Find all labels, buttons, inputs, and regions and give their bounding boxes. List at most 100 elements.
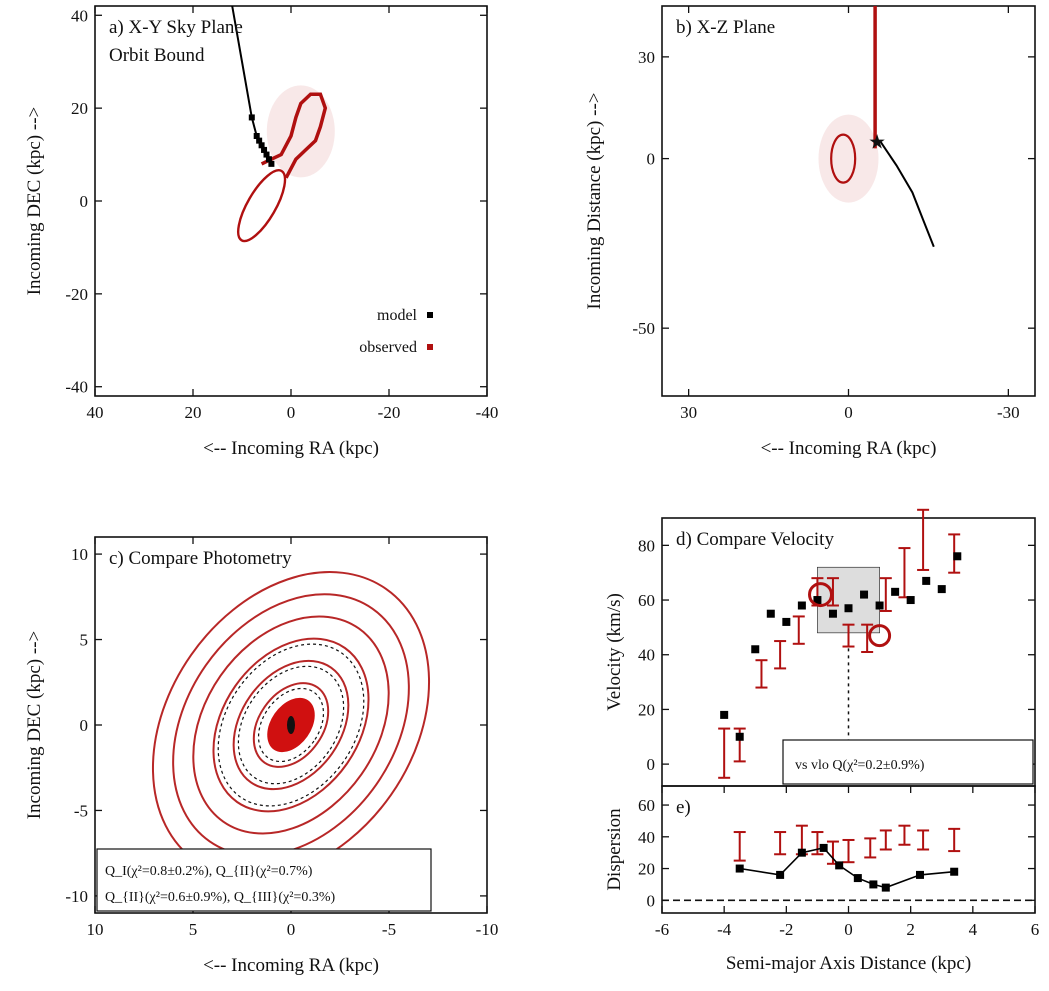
model-point <box>835 861 844 870</box>
y-tick-label: 10 <box>71 545 88 564</box>
model-point <box>720 710 729 719</box>
model-hatch <box>817 566 880 634</box>
y-tick-label: 0 <box>80 716 89 735</box>
y-tick-label: 40 <box>638 646 655 665</box>
y-tick-label: -40 <box>65 378 88 397</box>
y-tick-label: -20 <box>65 285 88 304</box>
model-point <box>875 601 884 610</box>
model-track <box>879 141 935 248</box>
model-point <box>263 151 270 158</box>
x-tick-label: 0 <box>844 920 853 939</box>
panel-title: b) X-Z Plane <box>676 17 775 38</box>
panel-title: a) X-Y Sky Plane <box>109 17 243 38</box>
y-tick-label: -10 <box>65 887 88 906</box>
model-point <box>891 587 900 596</box>
x-tick-label: 30 <box>680 403 697 422</box>
y-tick-label: 20 <box>71 99 88 118</box>
observed-contour <box>252 682 330 768</box>
y-tick-label: 20 <box>638 860 655 879</box>
x-tick-label: -6 <box>655 920 669 939</box>
y-tick-label: 5 <box>80 631 89 650</box>
x-tick-label: -2 <box>779 920 793 939</box>
annotation-line-2: Q_{II}(χ²=0.6±0.9%), Q_{III}(χ²=0.3%) <box>105 890 336 905</box>
x-tick-label: 2 <box>906 920 915 939</box>
observed-ellipse <box>830 133 857 184</box>
model-point <box>869 880 878 889</box>
y-tick-label: -50 <box>632 319 655 338</box>
panel-a: 40 20 0 -20 -40 -40 -20 0 20 40 <-- Incoming RA (k… <box>24 5 498 459</box>
annotation-text: vs vlo Q(χ²=0.2±0.9%) <box>795 758 925 773</box>
model-point <box>782 617 791 626</box>
x-axis-label: <-- Incoming RA (kpc) <box>203 955 379 976</box>
model-point <box>906 596 915 605</box>
x-tick-label: 10 <box>87 920 104 939</box>
panel-subtitle: Orbit Bound <box>109 45 205 66</box>
y-tick-label: -5 <box>74 801 88 820</box>
x-axis-label: <-- Incoming RA (kpc) <box>761 438 937 459</box>
legend-label-observed: observed <box>359 339 417 356</box>
observed-track <box>260 92 328 179</box>
model-track <box>739 847 955 889</box>
panel-c: 10 5 0 -5 -10 -10 -5 0 5 10 <-- Incoming RA (kpc) I… <box>24 536 499 976</box>
x-tick-label: -4 <box>717 920 732 939</box>
model-point <box>860 590 869 599</box>
x-tick-label: 4 <box>969 920 978 939</box>
model-point <box>853 874 862 883</box>
observed-halo <box>266 85 335 178</box>
model-point <box>797 848 806 857</box>
y-axis-label: Incoming DEC (kpc) --> <box>24 631 45 820</box>
model-point <box>261 146 268 153</box>
model-point <box>751 645 760 654</box>
x-tick-label: -20 <box>378 403 401 422</box>
model-point <box>915 870 924 879</box>
y-tick-label: 0 <box>647 755 656 774</box>
panel-d: 0 20 40 60 80 Velocity (km/s) d) Compare Veloc… <box>604 508 1036 787</box>
x-axis-label: <-- Incoming RA (kpc) <box>203 438 379 459</box>
y-tick-label: 60 <box>638 591 655 610</box>
observed-contour <box>212 637 370 813</box>
y-axis-label: Dispersion <box>604 808 625 891</box>
model-core <box>287 716 295 734</box>
model-point: ★ <box>868 132 886 154</box>
model-point <box>248 114 255 121</box>
x-tick-label: 0 <box>287 403 296 422</box>
annotation-box <box>96 848 432 912</box>
model-point <box>766 609 775 618</box>
y-tick-label: 30 <box>638 48 655 67</box>
x-tick-label: -10 <box>476 920 499 939</box>
y-tick-label: 40 <box>71 6 88 25</box>
model-point <box>735 864 744 873</box>
model-point <box>844 604 853 613</box>
model-point <box>265 156 272 163</box>
model-point <box>253 133 260 139</box>
model-point <box>950 867 959 876</box>
legend-marker-model <box>427 312 433 318</box>
x-axis-label: Semi-major Axis Distance (kpc) <box>726 953 971 974</box>
y-tick-label: 40 <box>638 828 655 847</box>
observed-ring <box>868 624 892 648</box>
x-tick-label: 40 <box>87 403 104 422</box>
x-tick-label: 0 <box>287 920 296 939</box>
model-contour <box>237 665 345 785</box>
x-tick-label: -5 <box>382 920 396 939</box>
annotation-box <box>782 739 1034 785</box>
x-tick-label: 5 <box>189 920 198 939</box>
model-point <box>776 870 785 879</box>
y-tick-label: 60 <box>638 796 655 815</box>
x-tick-label: 6 <box>1031 920 1040 939</box>
y-tick-label: 20 <box>638 700 655 719</box>
y-tick-label: 0 <box>80 192 89 211</box>
y-axis-label: Velocity (km/s) <box>604 593 625 711</box>
model-point <box>256 137 263 144</box>
model-point <box>797 601 806 610</box>
model-point <box>937 585 946 594</box>
x-tick-label: 20 <box>185 403 202 422</box>
observed-ellipse <box>237 169 287 243</box>
model-point <box>922 576 931 585</box>
model-point <box>258 142 265 149</box>
observed-contour <box>232 659 350 791</box>
annotation-line-1: Q_I(χ²=0.8±0.2%), Q_{II}(χ²=0.7%) <box>105 864 313 879</box>
y-axis-label: Incoming Distance (kpc) --> <box>584 93 605 310</box>
